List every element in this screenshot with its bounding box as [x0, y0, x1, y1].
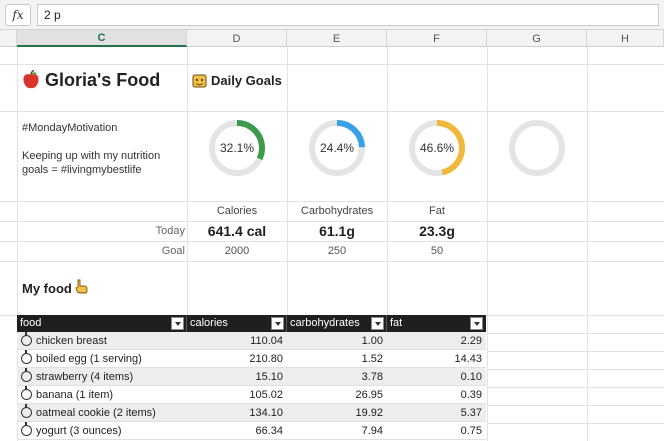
calories-cell[interactable]: 15.10 — [255, 371, 283, 383]
fat-cell[interactable]: 2.29 — [460, 335, 482, 347]
apple-outline-icon — [21, 368, 32, 382]
today-carbohydrates: 61.1g — [319, 223, 355, 239]
sheet-title: Gloria's Food — [45, 70, 161, 90]
formula-bar: fx 2 p — [0, 0, 664, 30]
header-fat: fat — [387, 315, 486, 332]
carbohydrates-cell[interactable]: 7.94 — [361, 425, 383, 437]
goal-calories: 2000 — [224, 245, 250, 257]
apple-outline-icon — [21, 422, 32, 436]
table-header: food calories carbohydrates fat — [17, 315, 486, 332]
motivation-text: #MondayMotivation — [22, 122, 118, 134]
header-carbohydrates-label: carbohydrates — [290, 317, 360, 329]
metric-name-calories: Calories — [216, 205, 258, 217]
goal-icon — [192, 73, 207, 93]
apple-outline-icon — [21, 386, 32, 400]
header-calories: calories — [187, 315, 287, 332]
chevron-down-icon — [174, 321, 181, 326]
carbohydrates-cell[interactable]: 1.00 — [361, 335, 383, 347]
calories-cell[interactable]: 110.04 — [250, 335, 283, 347]
apple-icon — [22, 69, 40, 95]
food-name: boiled egg (1 serving) — [36, 353, 142, 365]
header-food: food — [17, 315, 187, 332]
goal-carbohydrates: 250 — [327, 245, 347, 257]
column-header-g[interactable]: G — [487, 30, 587, 47]
fat-cell[interactable]: 0.75 — [460, 425, 482, 437]
goal-fat: 50 — [430, 245, 444, 257]
fat-cell[interactable]: 0.39 — [460, 389, 482, 401]
column-header-h[interactable]: H — [587, 30, 664, 47]
food-name: banana (1 item) — [36, 389, 114, 401]
header-carbohydrates: carbohydrates — [287, 315, 387, 332]
column-header-c[interactable]: C — [17, 30, 187, 47]
chevron-down-icon — [274, 321, 281, 326]
table-row[interactable]: yogurt (3 ounces) 66.34 7.94 0.75 — [17, 422, 486, 440]
metric-name-fat: Fat — [429, 205, 445, 217]
fat-cell[interactable]: 14.43 — [454, 353, 482, 365]
carbohydrates-cell[interactable]: 19.92 — [355, 407, 383, 419]
food-name: oatmeal cookie (2 items) — [36, 407, 156, 419]
note-line-2: goals = #livingmybestlife — [22, 164, 142, 176]
carbohydrates-cell[interactable]: 26.95 — [355, 389, 383, 401]
chevron-down-icon — [473, 321, 480, 326]
fat-cell[interactable]: 5.37 — [460, 407, 482, 419]
column-headers: C D E F G H — [0, 30, 664, 47]
carbohydrates-cell[interactable]: 3.78 — [361, 371, 383, 383]
filter-dropdown-calories[interactable] — [271, 317, 284, 330]
table-row[interactable]: oatmeal cookie (2 items) 134.10 19.92 5.… — [17, 404, 486, 422]
calories-cell[interactable]: 66.34 — [255, 425, 283, 437]
header-calories-label: calories — [190, 317, 228, 329]
header-fat-label: fat — [390, 317, 403, 329]
food-name: chicken breast — [36, 335, 107, 347]
daily-goals-label: Daily Goals — [211, 73, 282, 88]
calories-cell[interactable]: 105.02 — [249, 389, 283, 401]
goal-label: Goal — [161, 245, 185, 257]
my-food-title: My food — [22, 281, 72, 296]
food-name: yogurt (3 ounces) — [36, 425, 122, 437]
filter-dropdown-carbohydrates[interactable] — [371, 317, 384, 330]
metric-name-carbohydrates: Carbohydrates — [300, 205, 374, 217]
column-header-e[interactable]: E — [287, 30, 387, 47]
table-row[interactable]: boiled egg (1 serving) 210.80 1.52 14.43 — [17, 350, 486, 368]
column-header-d[interactable]: D — [187, 30, 287, 47]
fat-cell[interactable]: 0.10 — [460, 371, 482, 383]
calories-cell[interactable]: 210.80 — [249, 353, 283, 365]
header-food-label: food — [20, 317, 42, 329]
formula-input[interactable]: 2 p — [37, 4, 659, 26]
calories-cell[interactable]: 134.10 — [249, 407, 283, 419]
apple-outline-icon — [21, 350, 32, 364]
select-all-corner[interactable] — [0, 30, 17, 47]
filter-dropdown-food[interactable] — [171, 317, 184, 330]
today-label: Today — [155, 225, 185, 237]
apple-outline-icon — [21, 404, 32, 418]
carbohydrates-cell[interactable]: 1.52 — [361, 353, 383, 365]
chevron-down-icon — [374, 321, 381, 326]
today-calories: 641.4 cal — [207, 223, 267, 239]
food-name: strawberry (4 items) — [36, 371, 134, 383]
column-header-f[interactable]: F — [387, 30, 487, 47]
today-fat: 23.3g — [419, 223, 455, 239]
table-row[interactable]: strawberry (4 items) 15.10 3.78 0.10 — [17, 368, 486, 386]
insert-function-button[interactable]: fx — [5, 4, 31, 26]
pointing-hand-icon — [75, 279, 88, 299]
table-row[interactable]: banana (1 item) 105.02 26.95 0.39 — [17, 386, 486, 404]
apple-outline-icon — [21, 332, 32, 346]
table-row[interactable]: chicken breast 110.04 1.00 2.29 — [17, 332, 486, 350]
filter-dropdown-fat[interactable] — [470, 317, 483, 330]
note-line-1: Keeping up with my nutrition — [22, 150, 161, 162]
